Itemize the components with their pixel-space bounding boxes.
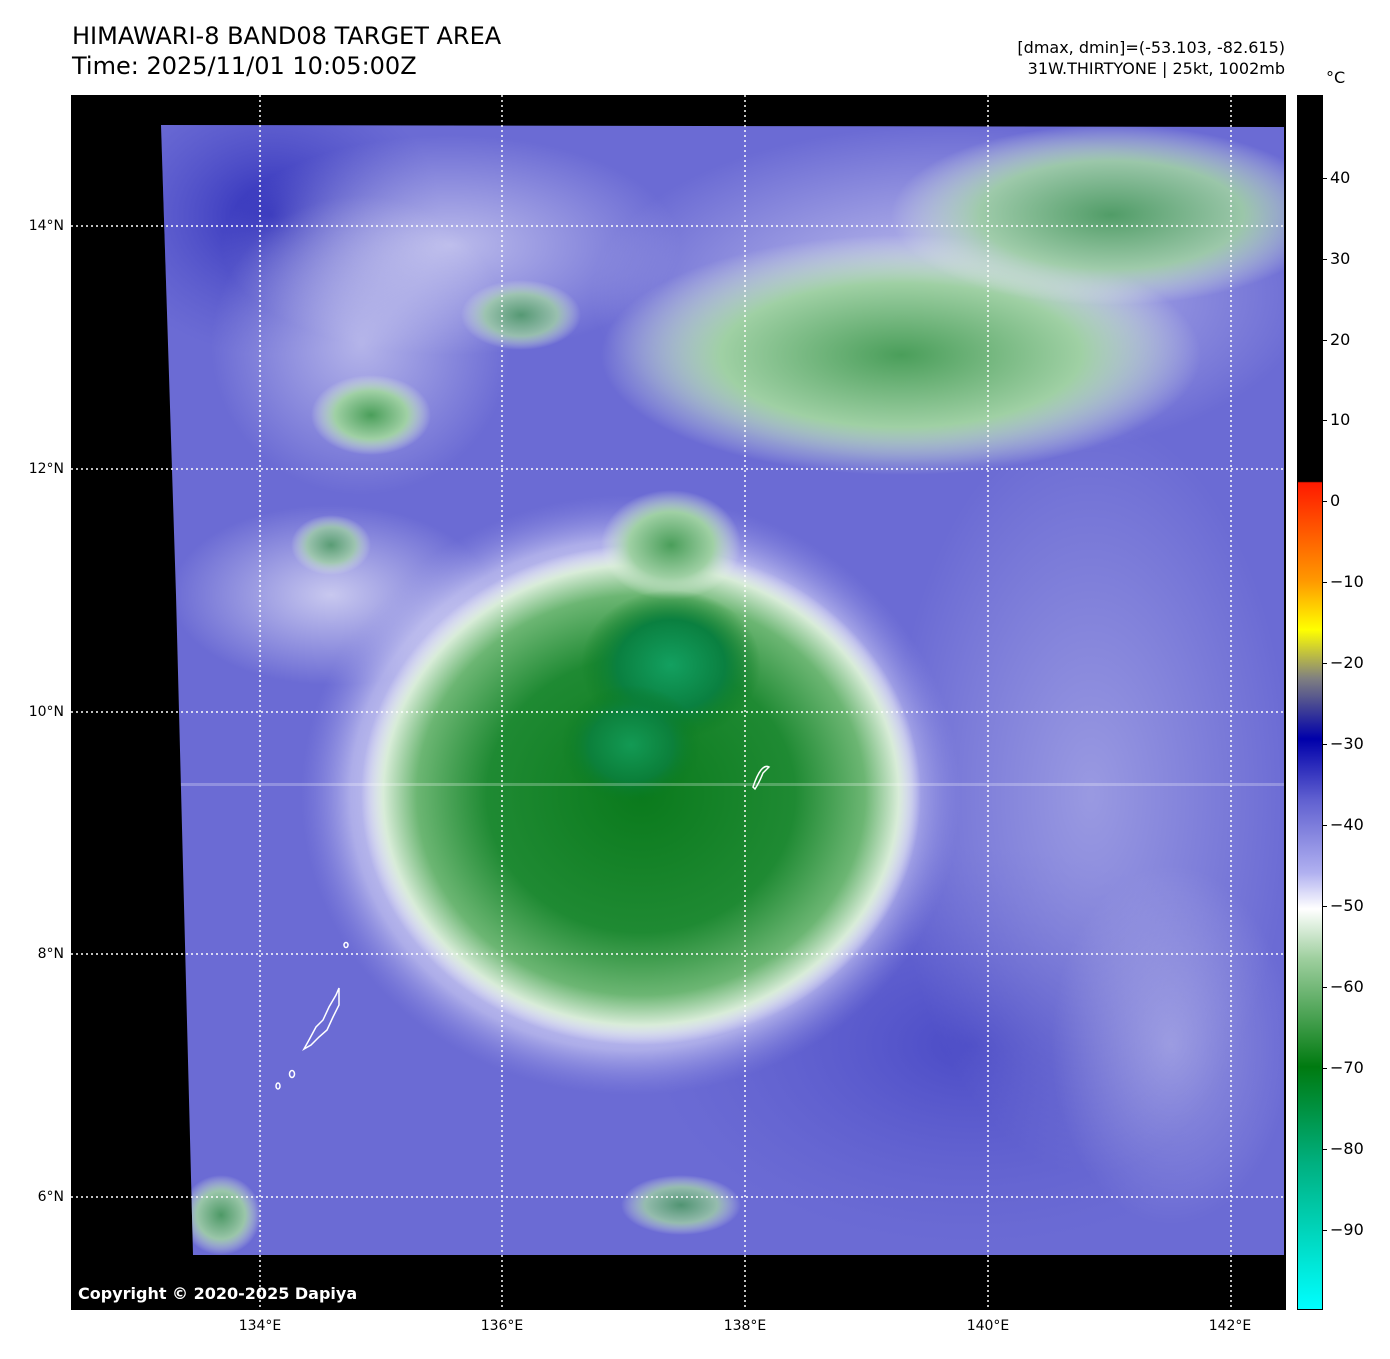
colorbar-tick bbox=[1322, 178, 1327, 179]
colorbar-tick bbox=[1322, 501, 1327, 502]
temperature-range: [dmax, dmin]=(-53.103, -82.615) bbox=[1017, 38, 1285, 57]
latitude-label: 8°N bbox=[37, 946, 64, 962]
colorbar-tick bbox=[1322, 1230, 1327, 1231]
colorbar-tick bbox=[1322, 420, 1327, 421]
colorbar-tick bbox=[1322, 1149, 1327, 1150]
colorbar-tick bbox=[1322, 825, 1327, 826]
colorbar-label: −30 bbox=[1330, 734, 1364, 753]
colorbar-label: −70 bbox=[1330, 1058, 1364, 1077]
colorbar-unit: °C bbox=[1326, 68, 1346, 87]
colorbar-tick bbox=[1322, 582, 1327, 583]
colorbar-tick bbox=[1322, 663, 1327, 664]
image-time: Time: 2025/11/01 10:05:00Z bbox=[72, 52, 417, 80]
latitude-label: 10°N bbox=[28, 704, 64, 720]
colorbar-label: −90 bbox=[1330, 1220, 1364, 1239]
colorbar-label: 10 bbox=[1330, 410, 1351, 429]
colorbar-label: −80 bbox=[1330, 1139, 1364, 1158]
image-title: HIMAWARI-8 BAND08 TARGET AREA bbox=[72, 22, 502, 50]
colorbar-tick bbox=[1322, 340, 1327, 341]
colorbar-label: −50 bbox=[1330, 896, 1364, 915]
latitude-label: 14°N bbox=[28, 218, 64, 234]
colorbar-tick bbox=[1322, 1068, 1327, 1069]
colorbar-tick bbox=[1322, 987, 1327, 988]
colorbar-label: −10 bbox=[1330, 572, 1364, 591]
latitude-label: 6°N bbox=[37, 1189, 64, 1205]
colorbar-tick bbox=[1322, 744, 1327, 745]
satellite-map bbox=[71, 95, 1286, 1310]
satellite-image bbox=[71, 95, 1286, 1310]
colorbar-label: −40 bbox=[1330, 815, 1364, 834]
longitude-label: 140°E bbox=[966, 1318, 1010, 1334]
colorbar-tick bbox=[1322, 259, 1327, 260]
colorbar bbox=[1297, 95, 1323, 1310]
colorbar-label: −20 bbox=[1330, 653, 1364, 672]
colorbar-tick bbox=[1322, 906, 1327, 907]
colorbar-gradient bbox=[1297, 95, 1323, 1310]
colorbar-label: 40 bbox=[1330, 168, 1351, 187]
longitude-label: 136°E bbox=[480, 1318, 524, 1334]
longitude-label: 134°E bbox=[238, 1318, 282, 1334]
colorbar-label: 20 bbox=[1330, 330, 1351, 349]
colorbar-label: −60 bbox=[1330, 977, 1364, 996]
longitude-label: 138°E bbox=[723, 1318, 767, 1334]
latitude-label: 12°N bbox=[28, 461, 64, 477]
colorbar-label: 30 bbox=[1330, 249, 1351, 268]
storm-info: 31W.THIRTYONE | 25kt, 1002mb bbox=[1027, 59, 1285, 78]
longitude-label: 142°E bbox=[1208, 1318, 1252, 1334]
colorbar-label: 0 bbox=[1330, 491, 1341, 510]
copyright-notice: Copyright © 2020-2025 Dapiya bbox=[78, 1284, 358, 1303]
